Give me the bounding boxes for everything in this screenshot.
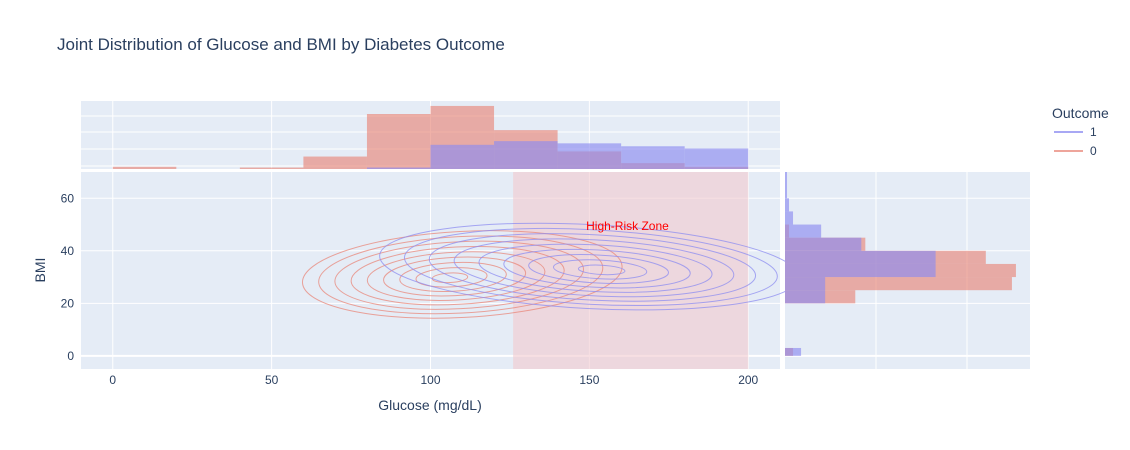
bmi-bar-outcome-1 <box>785 290 826 304</box>
bmi-bar-outcome-0 <box>785 277 1012 291</box>
bmi-marginal-histogram <box>785 172 1030 369</box>
bmi-bar-outcome-1 <box>785 198 790 212</box>
glucose-bar-outcome-1 <box>494 141 558 169</box>
outcome-1-contour-6 <box>453 238 735 298</box>
high-risk-zone <box>513 172 749 369</box>
glucose-bar-outcome-1 <box>430 144 495 169</box>
bmi-bar-outcome-1 <box>785 277 826 291</box>
x-tick-label: 150 <box>579 373 599 387</box>
y-axis-title: BMI <box>32 258 48 283</box>
glucose-bar-outcome-1 <box>366 167 431 169</box>
x-tick-label: 50 <box>265 373 279 387</box>
y-tick-label: 0 <box>67 349 74 363</box>
outcome-1-contour-1 <box>577 264 626 276</box>
glucose-bar-outcome-0 <box>112 166 177 169</box>
x-tick-label: 0 <box>109 373 116 387</box>
bmi-bar-outcome-1 <box>785 237 862 251</box>
bmi-bar-outcome-1 <box>785 347 802 356</box>
legend: 10 <box>1054 125 1097 158</box>
x-axis-title: Glucose (mg/dL) <box>378 397 481 413</box>
bmi-bar-outcome-1 <box>785 172 788 199</box>
outcome-0-contour-2 <box>415 267 488 288</box>
outcome-0-contour-5 <box>366 251 546 301</box>
bmi-bar-outcome-1 <box>785 263 936 278</box>
glucose-bar-outcome-1 <box>684 148 749 169</box>
outcome-1-contour-4 <box>503 248 691 289</box>
outcome-0-contour-9 <box>301 230 623 319</box>
outcome-0-contour-6 <box>350 246 565 306</box>
chart-title: Joint Distribution of Glucose and BMI by… <box>57 35 505 54</box>
y-tick-label: 20 <box>61 296 75 310</box>
x-tick-label: 100 <box>420 373 440 387</box>
glucose-bar-outcome-1 <box>621 146 685 169</box>
main-plot-area: High-Risk Zone 0 50 100 150 200 0 20 40 60 <box>61 172 800 387</box>
outcome-1-contour-2 <box>553 259 648 280</box>
bmi-bar-outcome-1 <box>785 250 936 264</box>
outcome-1-contour-5 <box>478 243 713 293</box>
glucose-bar-outcome-0 <box>303 156 367 169</box>
outcome-1-contour-8 <box>403 227 778 307</box>
outcome-1-contour-7 <box>428 233 757 302</box>
x-tick-label: 200 <box>738 373 758 387</box>
glucose-marginal-histogram <box>81 101 780 169</box>
y-tick-label: 60 <box>61 191 75 205</box>
outcome-1-contour-3 <box>528 254 669 284</box>
outcome-0-contour-3 <box>399 261 507 293</box>
glucose-bar-outcome-0 <box>239 167 304 169</box>
outcome-0-contour-8 <box>318 235 604 315</box>
y-tick-label: 40 <box>61 244 75 258</box>
legend-label-outcome-1: 1 <box>1090 125 1097 139</box>
bmi-bar-outcome-1 <box>785 224 822 238</box>
bmi-bar-outcome-1 <box>785 211 794 225</box>
annotation-high-risk: High-Risk Zone <box>586 219 669 233</box>
glucose-bar-outcome-0 <box>366 114 431 169</box>
legend-label-outcome-0: 0 <box>1090 144 1097 158</box>
outcome-0-contour-4 <box>383 256 527 297</box>
legend-title: Outcome <box>1052 105 1109 121</box>
glucose-bar-outcome-1 <box>557 143 622 169</box>
